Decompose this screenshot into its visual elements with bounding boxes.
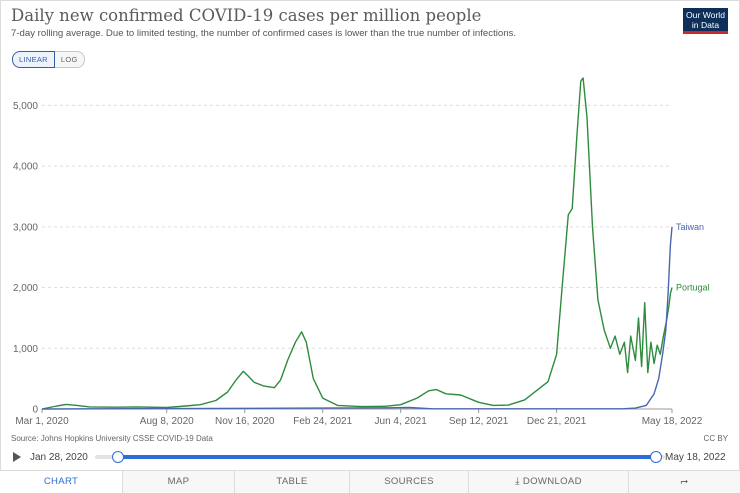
share-button[interactable]: ⮣ <box>629 471 740 493</box>
x-tick-label: May 18, 2022 <box>642 416 703 427</box>
x-axis-ticks: Mar 1, 2020 Aug 8, 2020 Nov 16, 2020 Feb 24… <box>15 409 703 427</box>
y-tick-label: 1,000 <box>13 344 38 355</box>
x-tick-label: Mar 1, 2020 <box>15 416 69 427</box>
source-note[interactable]: Source: Johns Hopkins University CSSE CO… <box>11 434 213 443</box>
timeline-start-handle[interactable] <box>112 451 124 463</box>
timeline-end-handle[interactable] <box>650 451 662 463</box>
owid-logo[interactable]: Our World in Data <box>683 8 728 34</box>
x-tick-label: Feb 24, 2021 <box>293 416 352 427</box>
x-tick-label: Sep 12, 2021 <box>449 416 509 427</box>
series-lines <box>41 77 673 410</box>
x-tick-label: Nov 16, 2020 <box>215 416 275 427</box>
timeline: Jan 28, 2020 May 18, 2022 <box>0 448 740 468</box>
tab-bar: CHART MAP TABLE SOURCES ⤓ DOWNLOAD ⮣ <box>0 470 740 493</box>
license-note[interactable]: CC BY <box>703 434 728 443</box>
y-tick-label: 5,000 <box>13 101 38 112</box>
series-labels: Portugal Taiwan <box>676 222 710 293</box>
tab-map[interactable]: MAP <box>123 471 235 493</box>
logo-text-line1: Our World <box>686 10 725 20</box>
y-tick-label: 0 <box>32 405 38 416</box>
play-icon[interactable] <box>13 452 21 462</box>
scale-toggle: LINEAR LOG <box>12 51 85 68</box>
logo-text-line2: in Data <box>691 20 720 30</box>
download-label: DOWNLOAD <box>522 476 582 487</box>
taiwan-line <box>41 226 673 410</box>
y-tick-label: 2,000 <box>13 283 38 294</box>
tab-download[interactable]: ⤓ DOWNLOAD <box>469 471 629 493</box>
taiwan-label: Taiwan <box>676 222 704 232</box>
timeline-selected-range <box>117 455 655 459</box>
timeline-start-label: Jan 28, 2020 <box>30 452 88 463</box>
log-scale-button[interactable]: LOG <box>54 51 85 68</box>
y-axis-ticks: 0 1,000 2,000 3,000 4,000 5,000 <box>13 101 38 416</box>
x-tick-label: Jun 4, 2021 <box>375 416 428 427</box>
line-chart: 0 1,000 2,000 3,000 4,000 5,000 Mar 1, 2020 Au… <box>13 77 710 427</box>
portugal-line <box>41 77 673 410</box>
linear-scale-button[interactable]: LINEAR <box>12 51 55 68</box>
share-icon: ⮣ <box>680 476 689 487</box>
gridlines <box>42 104 672 410</box>
tab-chart[interactable]: CHART <box>0 471 123 493</box>
x-tick-label: Aug 8, 2020 <box>140 416 194 427</box>
download-icon: ⤓ <box>515 476 520 487</box>
tab-table[interactable]: TABLE <box>235 471 350 493</box>
x-tick-label: Dec 21, 2021 <box>527 416 587 427</box>
tab-sources[interactable]: SOURCES <box>350 471 469 493</box>
chart-subtitle: 7-day rolling average. Due to limited te… <box>11 28 516 39</box>
y-tick-label: 4,000 <box>13 162 38 173</box>
y-tick-label: 3,000 <box>13 222 38 233</box>
timeline-end-label: May 18, 2022 <box>665 452 726 463</box>
portugal-label: Portugal <box>676 283 710 293</box>
chart-title: Daily new confirmed COVID-19 cases per m… <box>11 6 482 25</box>
